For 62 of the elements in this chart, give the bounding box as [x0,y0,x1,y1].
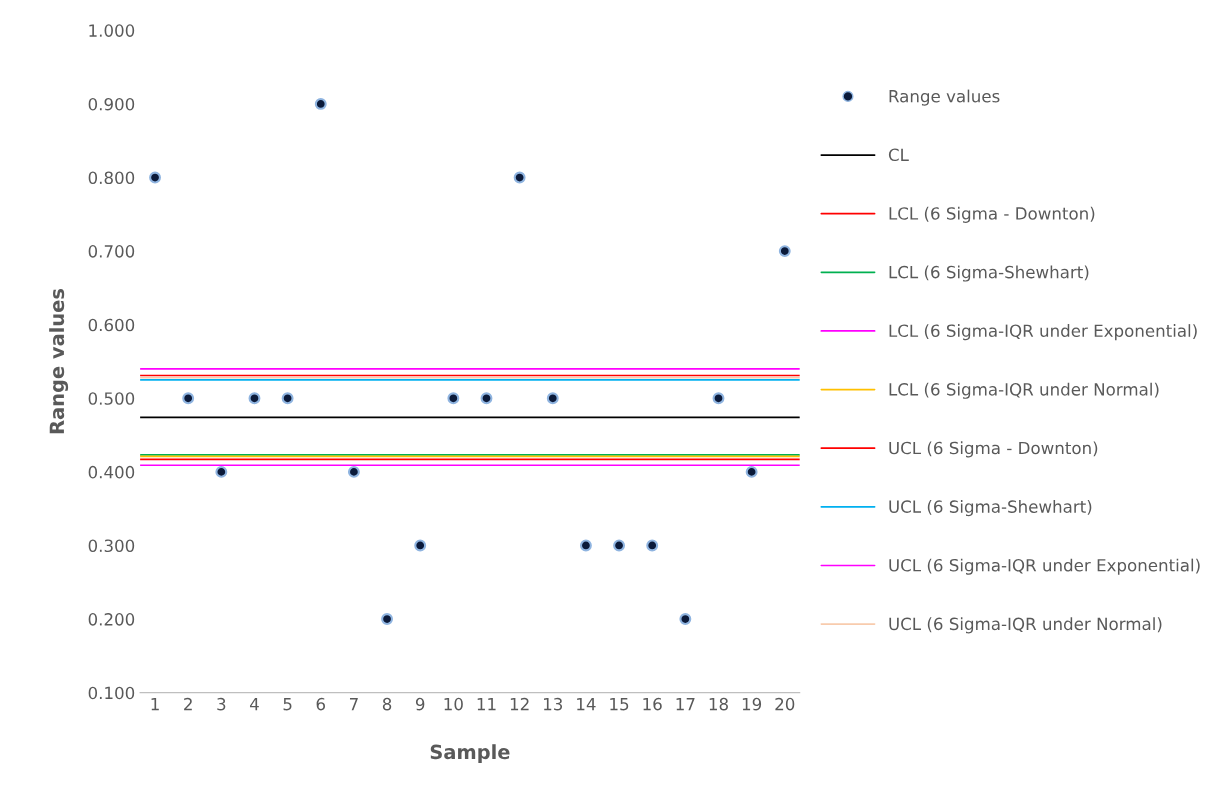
point [513,171,526,184]
y-tick-label: 1.000 [89,24,135,37]
y-tick-label: 0.300 [88,539,135,553]
y-tick-label: 0.100 [88,686,135,700]
x-tick-label: 17 [676,698,695,711]
legend-label: UCL (6 Sigma-IQR under Exponential) [889,558,1200,575]
legend-label: LCL (6 Sigma-Shewhart) [889,265,1089,282]
legend-label: CL [888,148,909,162]
y-tick-label: 0.500 [88,392,135,405]
point [347,465,360,478]
point [712,392,725,405]
point [381,613,393,626]
x-tick-label: 9 [415,697,425,711]
x-tick-label: 2 [184,697,192,711]
y-tick-label: 0.400 [88,465,135,479]
x-tick-label: 4 [249,698,259,711]
point [480,392,493,405]
point [281,392,294,405]
point [248,392,261,405]
x-tick-label: 1 [151,698,159,711]
point [579,539,592,552]
point [646,539,659,552]
x-tick-label: 13 [544,697,563,711]
x-axis-title: Sample [430,744,510,764]
x-tick-label: 3 [217,697,226,711]
y-tick-label: 0.800 [88,171,135,185]
point [414,539,427,552]
x-tick-label: 12 [510,697,529,711]
y-axis-title: Range values [49,288,69,434]
point [149,171,161,184]
y-tick-label: 0.600 [88,318,135,332]
legend-label: LCL (6 Sigma - Downton) [889,206,1095,223]
legend-label: LCL (6 Sigma-IQR under Exponential) [889,324,1197,341]
x-tick-label: 11 [477,698,496,711]
y-tick-label: 0.700 [88,245,135,258]
y-tick-label: 0.900 [88,97,135,111]
point [778,245,791,258]
x-tick-label: 15 [610,698,629,711]
y-tick-label: 0.200 [88,613,135,626]
x-tick-label: 5 [283,698,292,711]
x-tick-label: 18 [709,697,728,711]
legend-label: UCL (6 Sigma - Downton) [889,441,1098,458]
legend-label: LCL (6 Sigma-IQR under Normal) [889,382,1159,399]
x-tick-label: 6 [316,697,326,711]
x-tick-label: 8 [382,697,392,711]
point [182,392,195,405]
x-tick-label: 14 [577,698,596,711]
legend-label: Range values [889,89,1000,106]
x-tick-label: 16 [643,697,662,711]
point [314,97,327,110]
x-tick-label: 20 [775,697,795,711]
x-tick-label: 19 [742,697,762,711]
point [447,392,460,405]
point [215,465,228,478]
point [745,465,758,478]
x-tick-label: 10 [444,697,463,711]
x-tick-label: 7 [349,698,358,711]
point [546,392,559,405]
point [679,613,692,626]
point [613,539,626,552]
legend-label: UCL (6 Sigma-Shewhart) [889,500,1092,517]
legend-label: UCL (6 Sigma-IQR under Normal) [889,617,1162,634]
